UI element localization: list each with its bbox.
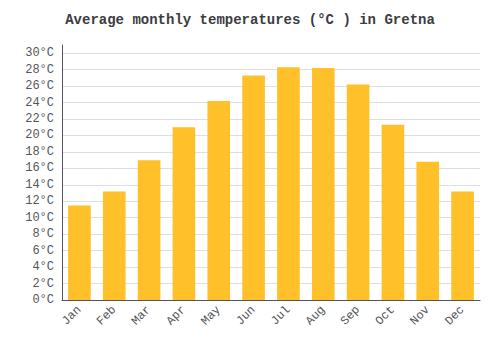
svg-text:4°C: 4°C (32, 260, 54, 274)
svg-text:26°C: 26°C (25, 79, 54, 93)
svg-text:24°C: 24°C (25, 96, 54, 110)
svg-text:20°C: 20°C (25, 128, 54, 142)
svg-text:8°C: 8°C (32, 227, 54, 241)
svg-text:Average monthly temperatures (: Average monthly temperatures (°C ) in Gr… (65, 12, 435, 28)
svg-text:Sep: Sep (338, 303, 363, 328)
svg-text:May: May (199, 303, 224, 328)
svg-text:Jan: Jan (59, 303, 84, 328)
svg-text:Apr: Apr (164, 303, 189, 328)
svg-text:Mar: Mar (129, 303, 154, 328)
svg-text:12°C: 12°C (25, 194, 54, 208)
svg-text:18°C: 18°C (25, 145, 54, 159)
svg-text:2°C: 2°C (32, 277, 54, 291)
svg-text:16°C: 16°C (25, 161, 54, 175)
svg-text:Dec: Dec (442, 303, 467, 328)
svg-text:Nov: Nov (408, 303, 433, 328)
svg-text:30°C: 30°C (25, 46, 54, 60)
svg-text:Feb: Feb (94, 303, 119, 328)
svg-text:Aug: Aug (303, 303, 328, 328)
svg-text:Oct: Oct (373, 303, 398, 328)
svg-text:14°C: 14°C (25, 178, 54, 192)
svg-text:Jun: Jun (233, 303, 258, 328)
svg-text:10°C: 10°C (25, 211, 54, 225)
svg-text:6°C: 6°C (32, 244, 54, 258)
svg-text:Jul: Jul (268, 303, 293, 328)
svg-text:0°C: 0°C (32, 293, 54, 307)
svg-text:22°C: 22°C (25, 112, 54, 126)
svg-text:28°C: 28°C (25, 63, 54, 77)
